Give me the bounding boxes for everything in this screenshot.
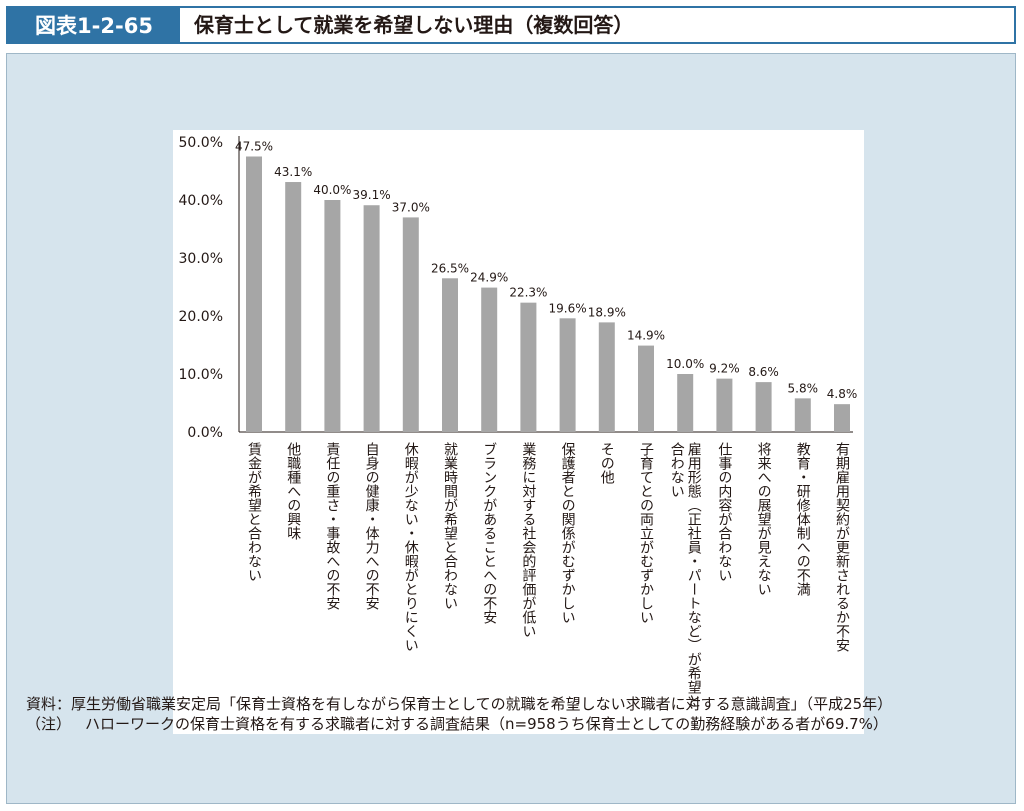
bar	[481, 287, 498, 432]
source-text: 厚生労働省職業安定局「保育士資格を有しながら保育士としての就職を希望しない求職者…	[71, 695, 893, 713]
x-category-label: 賃金が希望と合わない	[246, 442, 262, 582]
data-label: 8.6%	[748, 365, 779, 379]
bar	[559, 318, 576, 432]
x-category-label: 業務に対する社会的評価が低い	[520, 442, 536, 638]
x-category-label: 自身の健康・体力への不安	[364, 442, 380, 610]
x-category-label: 子育てとの両立がむずかしい	[638, 442, 654, 624]
data-label: 19.6%	[549, 301, 587, 315]
data-label: 10.0%	[666, 357, 704, 371]
bar	[442, 278, 458, 432]
bar	[285, 182, 302, 432]
x-category-label: 保護者との関係がむずかしい	[560, 442, 576, 624]
x-category-label: 他職種への興味	[285, 442, 301, 540]
data-label: 9.2%	[709, 362, 740, 376]
bar	[716, 378, 733, 432]
footnote-text: ハローワークの保育士資格を有する求職者に対する調査結果（n=958うち保育士とし…	[85, 715, 888, 733]
source-prefix: 資料：	[26, 695, 72, 713]
x-category-label: 有期雇用契約が更新されるか不安	[834, 442, 850, 652]
plot-area: 0.0% 10.0% 20.0% 30.0% 40.0% 50.0% 47.5% 43.1% 4…	[173, 130, 864, 734]
x-category-label: 将来への展望が見えない	[756, 442, 772, 596]
figure-header: 図表1-2-65 保育士として就業を希望しない理由（複数回答）	[6, 6, 1016, 44]
x-category-label: ブランクがあることへの不安	[481, 442, 497, 624]
bar	[794, 398, 811, 432]
data-label: 40.0%	[313, 183, 351, 197]
data-label: 18.9%	[588, 305, 626, 319]
bar	[363, 205, 380, 432]
x-category-label: 就業時間が希望と合わない	[442, 442, 458, 610]
data-label: 4.8%	[827, 387, 858, 401]
data-label: 47.5%	[235, 140, 273, 154]
bar	[755, 382, 772, 432]
y-tick-label: 0.0%	[187, 425, 223, 441]
figure-label: 図表1-2-65	[8, 8, 180, 42]
footnote-prefix: （注）	[26, 715, 72, 733]
y-tick-label: 30.0%	[179, 251, 223, 267]
bar	[246, 156, 262, 432]
bar	[402, 217, 419, 432]
x-category-label: その他	[599, 442, 615, 485]
bar-chart: 0.0%10.0%20.0%30.0%40.0%50.0% 47.5%43.1%4…	[179, 135, 858, 708]
x-category-label: 仕事の内容が合わない	[716, 442, 732, 582]
data-label: 43.1%	[274, 165, 312, 179]
x-category-label: 雇用形態（正社員・パートなど）が希望と	[686, 441, 702, 708]
x-category-label: 責任の重さ・事故への不安	[324, 442, 340, 610]
y-tick-label: 50.0%	[179, 135, 223, 151]
notes: 資料： 厚生労働省職業安定局「保育士資格を有しながら保育士としての就職を希望しな…	[26, 694, 1004, 734]
data-label: 14.9%	[627, 329, 665, 343]
data-label: 39.1%	[353, 188, 391, 202]
bar	[520, 302, 537, 432]
bar	[638, 345, 654, 432]
data-label: 26.5%	[431, 261, 469, 275]
data-label: 5.8%	[788, 381, 819, 395]
data-label: 37.0%	[392, 200, 430, 214]
y-tick-label: 10.0%	[179, 367, 223, 383]
bar	[834, 404, 850, 432]
bar	[677, 374, 694, 432]
figure-panel: 0.0% 10.0% 20.0% 30.0% 40.0% 50.0% 47.5% 43.1% 4…	[6, 53, 1016, 804]
x-category-label: 合わない	[669, 442, 685, 498]
source-note: 資料： 厚生労働省職業安定局「保育士資格を有しながら保育士としての就職を希望しな…	[26, 694, 1004, 714]
bar	[598, 322, 615, 432]
x-category-label: 休暇が少ない・休暇がとりにくい	[403, 442, 419, 652]
x-category-label: 教育・研修体制への不満	[795, 442, 811, 596]
y-tick-label: 40.0%	[179, 193, 223, 209]
y-tick-label: 20.0%	[179, 309, 223, 325]
bar	[324, 200, 341, 432]
data-label: 22.3%	[509, 286, 547, 300]
footnote: （注） ハローワークの保育士資格を有する求職者に対する調査結果（n=958うち保…	[26, 714, 1004, 734]
figure-title: 保育士として就業を希望しない理由（複数回答）	[194, 13, 634, 37]
data-label: 24.9%	[470, 271, 508, 285]
